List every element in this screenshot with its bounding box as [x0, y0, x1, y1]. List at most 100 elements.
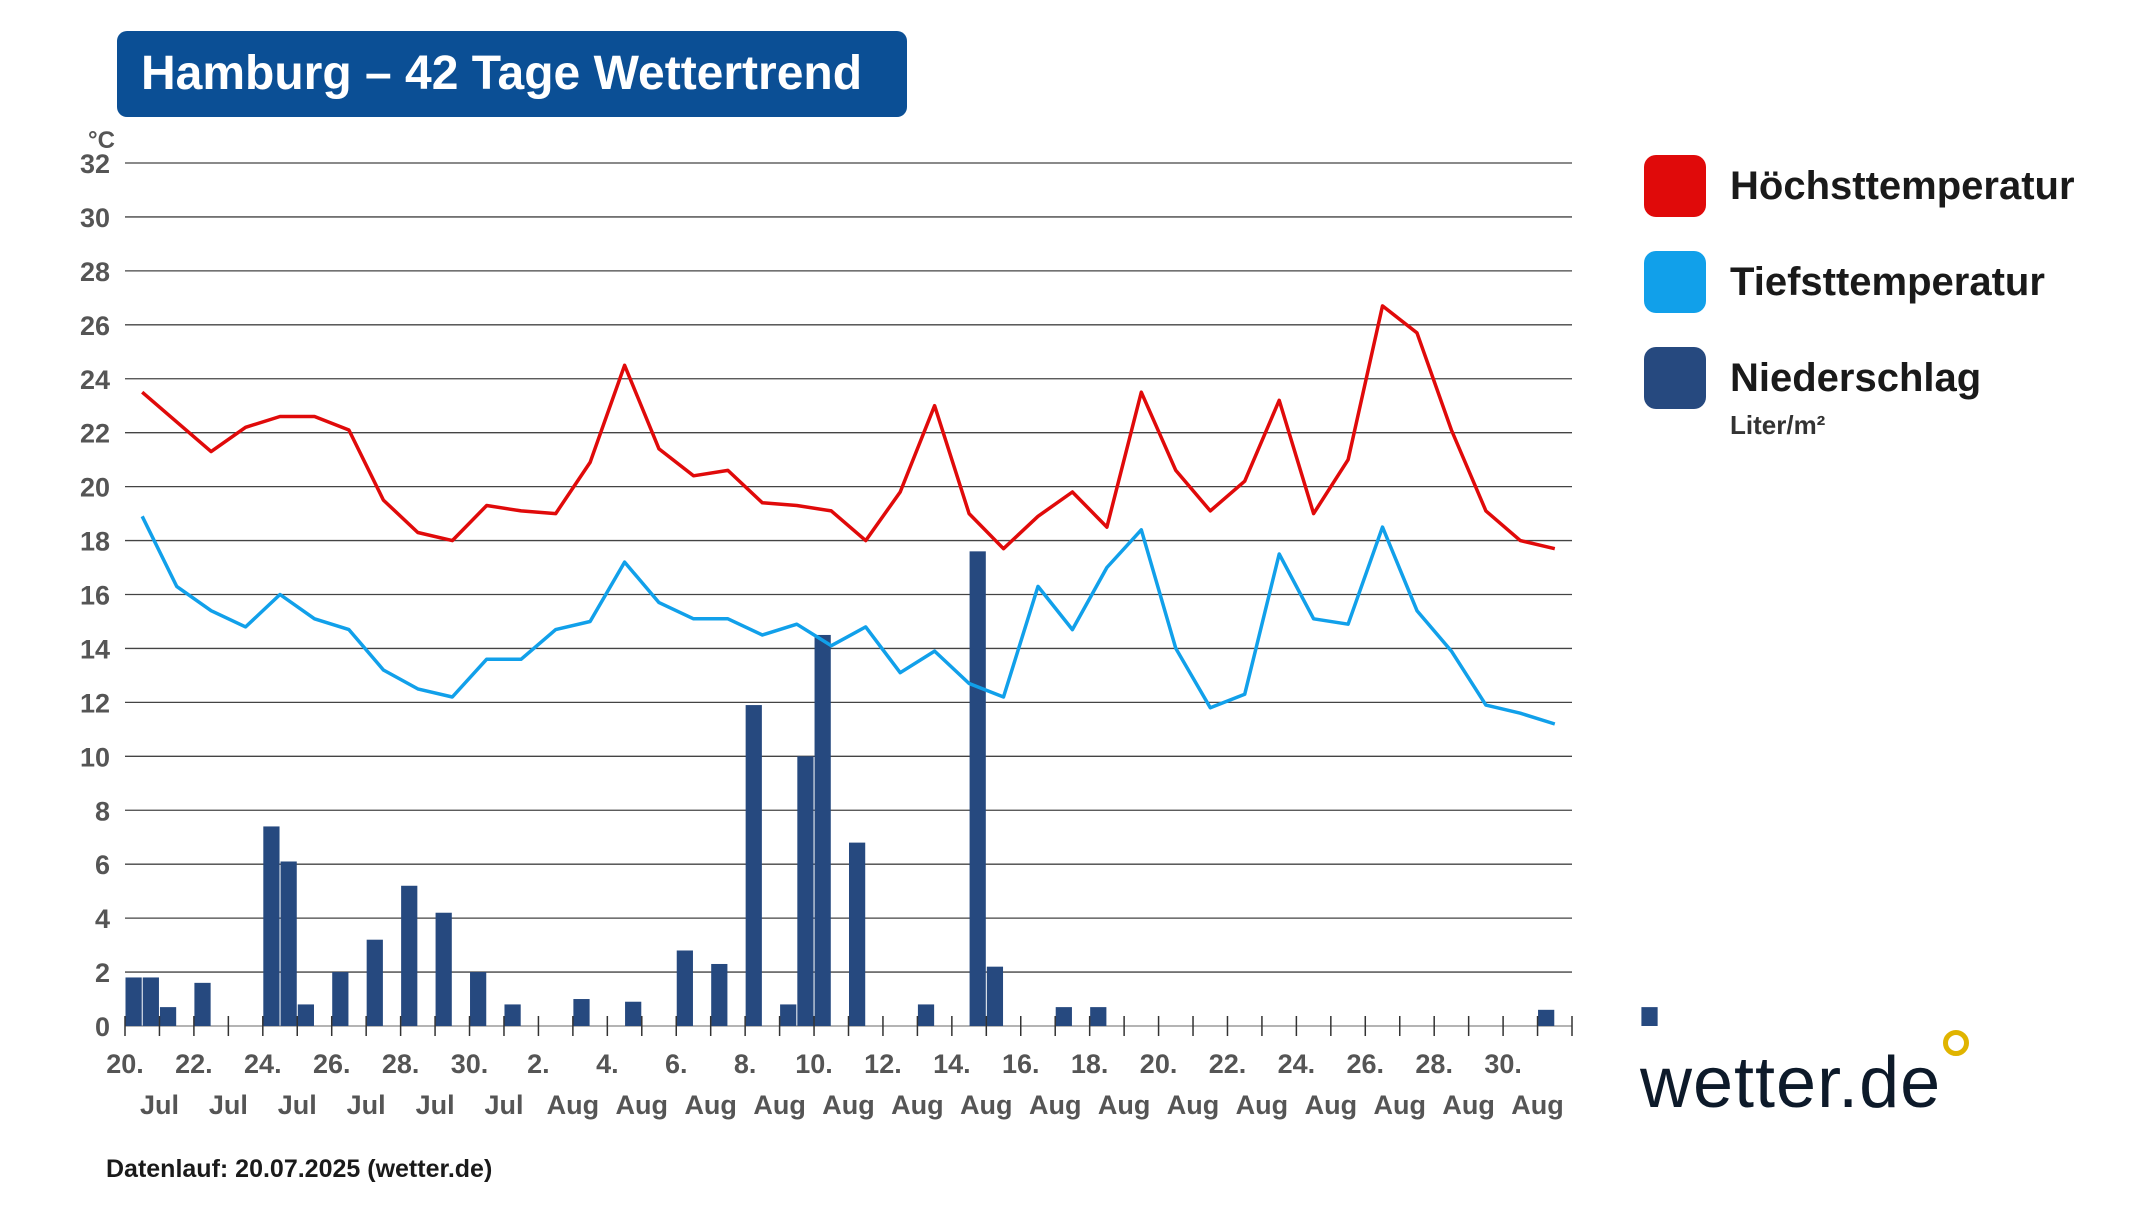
x-tick-day-label: 28. — [382, 1049, 420, 1079]
y-tick-label: 14 — [80, 634, 110, 664]
x-tick-day-label: 12. — [864, 1049, 902, 1079]
x-tick-day-label: 22. — [1209, 1049, 1247, 1079]
y-tick-label: 8 — [95, 796, 110, 826]
x-tick-month-label: Jul — [484, 1090, 523, 1120]
grid-lines — [125, 162, 1572, 1027]
x-tick-month-label: Aug — [1373, 1090, 1425, 1120]
legend-label-min: Tiefsttemperatur — [1730, 259, 2045, 304]
x-tick-day-label: 8. — [734, 1049, 757, 1079]
brand-logo-dot-icon — [1943, 1030, 1969, 1056]
precip-bar — [504, 1004, 521, 1026]
precip-bar — [263, 826, 280, 1026]
precip-bar — [849, 842, 866, 1026]
x-tick-day-label: 6. — [665, 1049, 688, 1079]
precip-bar — [676, 950, 693, 1026]
precip-bar — [297, 1004, 314, 1026]
x-tick-day-label: 4. — [596, 1049, 619, 1079]
y-tick-label: 18 — [80, 527, 110, 557]
data-run-note: Datenlauf: 20.07.2025 (wetter.de) — [106, 1155, 493, 1183]
x-tick-day-label: 14. — [933, 1049, 971, 1079]
x-tick-month-label: Aug — [960, 1090, 1012, 1120]
y-tick-label: 26 — [80, 311, 110, 341]
x-tick-month-label: Jul — [416, 1090, 455, 1120]
x-tick-day-label: 26. — [1347, 1049, 1385, 1079]
x-tick-month-label: Jul — [278, 1090, 317, 1120]
legend-item-max: Höchsttemperatur — [1644, 155, 2075, 217]
precip-bar — [969, 551, 986, 1026]
x-axis: 20.Jul22.Jul24.Jul26.Jul28.Jul30.Jul2.Au… — [106, 1016, 1573, 1120]
brand-logo[interactable]: wetter.de — [1640, 1043, 1942, 1123]
precip-bar — [280, 861, 297, 1026]
precip-bar — [194, 982, 211, 1026]
x-tick-month-label: Aug — [1442, 1090, 1494, 1120]
precip-bar — [573, 999, 590, 1026]
y-tick-label: 6 — [95, 850, 110, 880]
precip-bar — [125, 977, 142, 1026]
y-tick-label: 32 — [80, 149, 110, 179]
x-tick-day-label: 18. — [1071, 1049, 1109, 1079]
legend-item-precip: Niederschlag — [1644, 347, 1981, 409]
precip-bar — [745, 705, 762, 1026]
y-tick-label: 28 — [80, 257, 110, 287]
precip-bar — [917, 1004, 935, 1026]
x-tick-day-label: 30. — [1484, 1049, 1522, 1079]
precip-bar — [401, 885, 418, 1026]
precip-bar — [142, 977, 159, 1026]
x-tick-day-label: 10. — [795, 1049, 833, 1079]
precip-bar — [1538, 1009, 1555, 1026]
x-tick-day-label: 30. — [451, 1049, 489, 1079]
x-tick-day-label: 20. — [106, 1049, 144, 1079]
y-tick-label: 12 — [80, 688, 110, 718]
temperature-lines — [140, 304, 1556, 726]
x-tick-month-label: Aug — [684, 1090, 736, 1120]
precip-bar — [780, 1004, 797, 1026]
precip-bar — [625, 1001, 642, 1026]
x-tick-month-label: Jul — [140, 1090, 179, 1120]
legend-item-min: Tiefsttemperatur — [1644, 251, 2045, 313]
y-tick-label: 2 — [95, 958, 110, 988]
legend-label-max: Höchsttemperatur — [1730, 163, 2075, 208]
x-tick-day-label: 26. — [313, 1049, 351, 1079]
legend-swatch-max — [1644, 155, 1706, 217]
x-tick-month-label: Aug — [822, 1090, 874, 1120]
x-tick-day-label: 28. — [1415, 1049, 1453, 1079]
x-tick-month-label: Aug — [1029, 1090, 1081, 1120]
legend-swatch-precip — [1644, 347, 1706, 409]
precip-bar — [366, 939, 383, 1026]
precip-bar — [797, 756, 814, 1026]
series-line-min — [140, 515, 1556, 726]
x-tick-month-label: Aug — [1167, 1090, 1219, 1120]
precip-bar — [1055, 1007, 1072, 1026]
y-axis-unit-label: °C — [88, 127, 115, 154]
x-tick-month-label: Aug — [753, 1090, 805, 1120]
y-tick-label: 0 — [95, 1012, 110, 1042]
precip-bar — [814, 634, 831, 1026]
precip-bar — [435, 912, 452, 1026]
x-tick-month-label: Aug — [1305, 1090, 1357, 1120]
x-tick-month-label: Aug — [1098, 1090, 1150, 1120]
x-tick-month-label: Aug — [616, 1090, 668, 1120]
x-tick-month-label: Aug — [547, 1090, 599, 1120]
precip-bar — [1090, 1007, 1107, 1026]
y-tick-label: 16 — [80, 581, 110, 611]
x-tick-day-label: 22. — [175, 1049, 213, 1079]
precip-bar — [711, 963, 728, 1026]
precip-bar — [159, 1007, 177, 1026]
x-tick-month-label: Aug — [891, 1090, 943, 1120]
x-tick-day-label: 16. — [1002, 1049, 1040, 1079]
precip-bar — [470, 972, 487, 1026]
y-tick-label: 30 — [80, 203, 110, 233]
series-line-max — [141, 304, 1556, 551]
y-tick-label: 20 — [80, 473, 110, 503]
precip-bar — [986, 966, 1004, 1026]
chart-title: Hamburg – 42 Tage Wettertrend — [117, 31, 907, 117]
x-tick-month-label: Aug — [1511, 1090, 1563, 1120]
y-tick-label: 10 — [80, 742, 110, 772]
x-tick-month-label: Aug — [1236, 1090, 1288, 1120]
x-tick-month-label: Jul — [209, 1090, 248, 1120]
x-tick-day-label: 20. — [1140, 1049, 1178, 1079]
precip-bar — [332, 972, 349, 1026]
x-tick-month-label: Jul — [347, 1090, 386, 1120]
